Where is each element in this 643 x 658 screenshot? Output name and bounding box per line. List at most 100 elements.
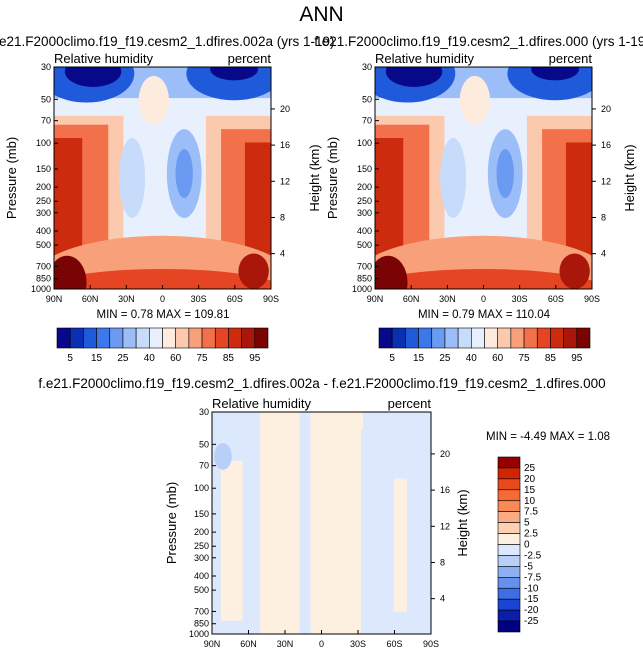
upper-dry-deep-left	[64, 67, 122, 87]
y-tick-label-right: 4	[601, 249, 606, 259]
y-tick-label: 70	[362, 116, 372, 126]
y-tick-label-right: 8	[440, 557, 445, 567]
y-tick-label: 100	[36, 138, 51, 148]
colorbar-label: 25	[117, 353, 129, 364]
y-tick-label-right: 16	[440, 485, 450, 495]
y-tick-label: 150	[36, 164, 51, 174]
colorbar-swatch	[497, 478, 521, 491]
positive-band-tropics	[260, 412, 300, 634]
y-tick-label: 70	[199, 461, 209, 471]
x-tick-label: 90S	[584, 294, 600, 304]
y-tick-label: 400	[357, 226, 372, 236]
y-tick-label: 700	[36, 261, 51, 271]
y-tick-label: 200	[194, 527, 209, 537]
y-axis-title-right: Height (km)	[307, 144, 322, 211]
y-tick-label: 250	[194, 541, 209, 551]
plot-area	[212, 412, 431, 634]
positive-band-north	[220, 460, 243, 621]
x-tick-label: 60S	[227, 294, 243, 304]
colorbar-label: 85	[545, 353, 557, 364]
positive-band-south	[310, 412, 364, 634]
colorbar-swatch	[497, 544, 521, 556]
panel-title: f.e21.F2000climo.f19_f19.cesm2_1.dfires.…	[0, 34, 334, 49]
x-tick-label: 30N	[439, 294, 456, 304]
x-tick-label: 90S	[423, 639, 439, 649]
y-axis-title: Pressure (mb)	[4, 137, 19, 219]
x-tick-label: 30S	[512, 294, 528, 304]
stats-text: MIN = 0.79 MAX = 110.04	[418, 309, 551, 321]
y-tick-label: 1000	[31, 284, 51, 294]
colorbar-swatch	[497, 620, 521, 633]
y-tick-label: 250	[357, 196, 372, 206]
colorbar-label: 5	[67, 353, 73, 364]
colorbar-swatch	[497, 555, 521, 567]
y-axis-title: Pressure (mb)	[164, 482, 179, 564]
y-tick-label: 300	[194, 553, 209, 563]
panel-right-label: percent	[549, 51, 593, 66]
x-tick-label: 90S	[263, 294, 279, 304]
colorbar-swatch	[497, 533, 521, 545]
subtropical-dry-zone-north	[119, 138, 146, 218]
colorbar-swatch	[497, 598, 521, 611]
x-tick-label: 90N	[367, 294, 384, 304]
plot-area	[54, 67, 271, 289]
y-tick-label: 50	[41, 94, 51, 104]
panel-left-label: Relative humidity	[375, 51, 474, 66]
panel-title: f.e21.F2000climo.f19_f19.cesm2_1.dfires.…	[314, 34, 643, 49]
colorbar-label: 75	[519, 353, 531, 364]
surface-moist-right	[559, 253, 590, 289]
negative-core	[214, 443, 232, 470]
colorbar-swatch	[497, 489, 521, 502]
colorbar-label: 95	[571, 353, 583, 364]
y-tick-label-right: 16	[601, 140, 611, 150]
colorbar-label: -20	[524, 605, 539, 616]
x-tick-label: 0	[481, 294, 486, 304]
y-axis-title-right: Height (km)	[455, 489, 470, 556]
colorbar-label: -2.5	[524, 550, 542, 561]
colorbar-swatch	[497, 522, 521, 534]
y-tick-label: 400	[36, 226, 51, 236]
y-axis-title-right: Height (km)	[622, 144, 637, 211]
subtropical-dry-core	[175, 149, 193, 198]
stats-text: MIN = 0.78 MAX = 109.81	[97, 309, 230, 321]
upper-dry-deep-left	[385, 67, 443, 87]
colorbar-label: 40	[466, 353, 478, 364]
y-tick-label: 300	[357, 208, 372, 218]
x-tick-label: 60S	[548, 294, 564, 304]
y-tick-label: 850	[36, 274, 51, 284]
colorbar-label: -15	[524, 594, 539, 605]
surface-moist-left	[375, 255, 408, 289]
figure-title: ANN	[299, 3, 344, 26]
colorbar-label: -5	[524, 561, 533, 572]
y-tick-label-right: 8	[280, 212, 285, 222]
panel-right-label: percent	[228, 51, 272, 66]
y-tick-label: 150	[194, 509, 209, 519]
y-tick-label-right: 12	[280, 176, 290, 186]
colorbar-label: -10	[524, 583, 539, 594]
y-tick-label: 100	[194, 483, 209, 493]
y-tick-label: 150	[357, 164, 372, 174]
y-tick-label: 30	[199, 407, 209, 417]
panel-left-label: Relative humidity	[212, 396, 311, 411]
negative-band-subtropics	[360, 429, 383, 634]
y-tick-label: 70	[41, 116, 51, 126]
colorbar-swatch	[497, 609, 521, 622]
colorbar-label: 0	[524, 540, 530, 551]
y-tick-label: 250	[36, 196, 51, 206]
colorbar-swatch	[497, 587, 521, 600]
y-tick-label-right: 4	[440, 594, 445, 604]
colorbar-label: 60	[170, 353, 182, 364]
colorbar-label: 25	[524, 463, 536, 474]
colorbar-label: 5	[524, 518, 530, 529]
colorbar-label: 15	[524, 485, 536, 496]
x-tick-label: 0	[160, 294, 165, 304]
panel-right-label: percent	[388, 396, 432, 411]
y-tick-label: 50	[199, 439, 209, 449]
colorbar-label: 15	[91, 353, 103, 364]
x-tick-label: 60N	[240, 639, 257, 649]
y-tick-label: 850	[357, 274, 372, 284]
plot-area	[375, 67, 592, 289]
panel-title: f.e21.F2000climo.f19_f19.cesm2_1.dfires.…	[38, 376, 605, 391]
